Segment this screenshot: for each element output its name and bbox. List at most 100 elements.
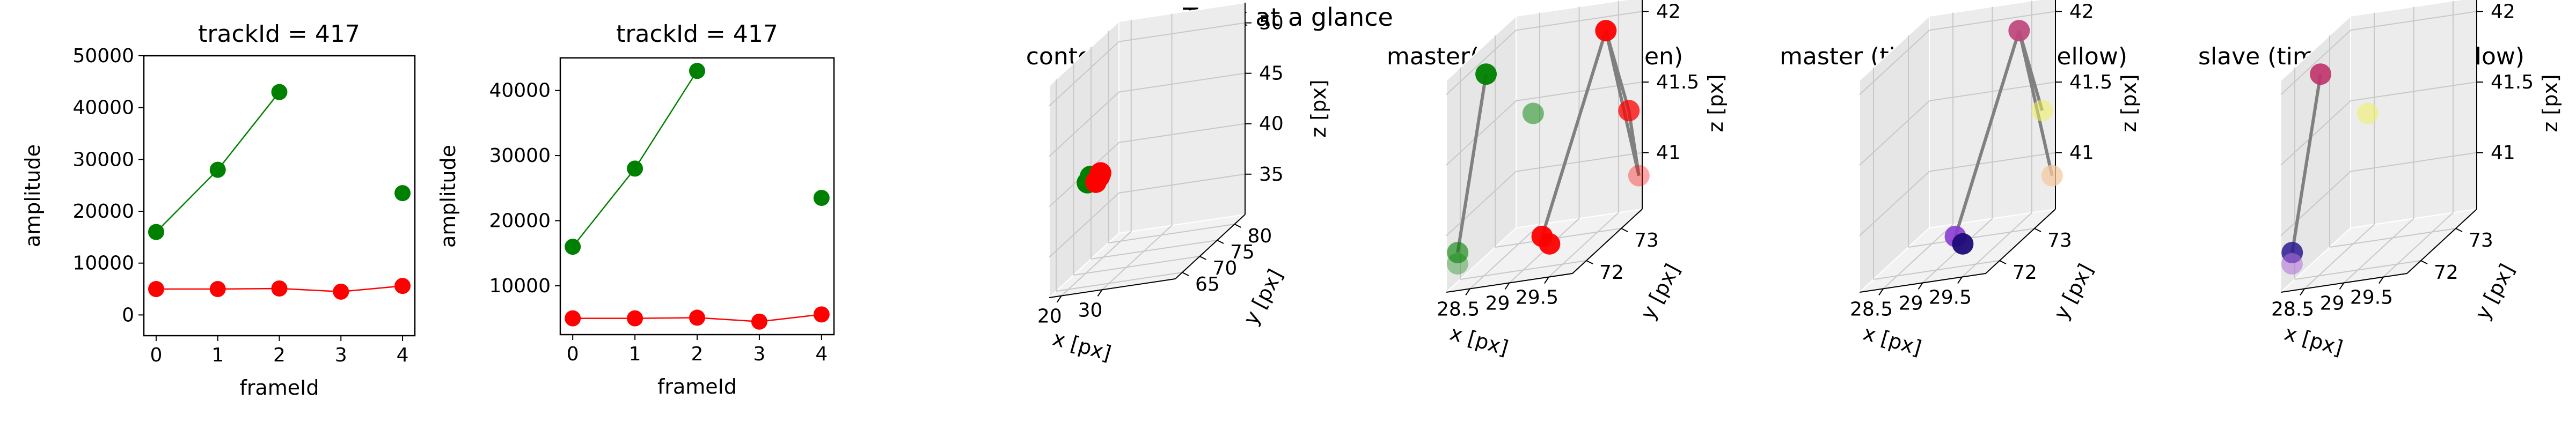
gridline	[1446, 171, 1517, 236]
z-tick-label: 41	[2069, 142, 2094, 164]
gridline	[2280, 29, 2351, 95]
data-point	[2310, 63, 2332, 85]
gridline	[1049, 91, 1119, 157]
x-tick-label: 4	[397, 344, 409, 366]
data-point	[271, 84, 288, 100]
gridlines	[1049, 13, 1246, 297]
x-tick-label: 0	[567, 343, 579, 365]
gridline	[2350, 11, 2477, 31]
gridline	[1859, 100, 1930, 166]
data-point	[1628, 165, 1650, 187]
series-2	[565, 306, 830, 330]
gridline	[1460, 260, 1587, 280]
x-tick-label: 3	[753, 343, 765, 365]
x-tick-label: 29.5	[1929, 287, 1972, 309]
y-tick-label: 40000	[72, 97, 134, 119]
x-tick-label: 4	[815, 343, 828, 365]
gridline	[1873, 260, 2000, 280]
data-point	[751, 313, 767, 330]
x-tick-label: 29	[1485, 293, 1510, 315]
series-1	[565, 63, 830, 255]
y-axis-label: amplitude	[436, 145, 460, 248]
y-tick-label: 30000	[489, 145, 551, 167]
connection-line	[2290, 73, 2322, 253]
x-tick-label: 1	[629, 343, 641, 365]
data-point	[689, 309, 705, 326]
points	[1446, 20, 1650, 275]
x-tick-label: 0	[150, 344, 163, 366]
gridline	[1446, 100, 1517, 166]
data-point	[209, 161, 226, 178]
data-point	[2031, 100, 2053, 122]
gridline	[1929, 152, 2056, 172]
z-axis-label: z [px]	[1307, 79, 1330, 137]
data-point	[1446, 253, 1468, 275]
x-tick-label: 20	[1037, 306, 1062, 328]
data-point	[813, 190, 830, 206]
data-point	[565, 310, 581, 327]
data-point	[1475, 63, 1497, 85]
data-point	[148, 281, 164, 297]
connection-line	[1456, 73, 1488, 253]
gridline	[2350, 82, 2477, 101]
y-tick-mark	[1234, 224, 1241, 228]
panes	[1047, 2, 1247, 299]
series-2	[148, 278, 411, 300]
data-point	[271, 280, 288, 297]
gridline	[2304, 224, 2375, 290]
y-tick-label: 72	[2434, 262, 2458, 284]
gridline	[2280, 100, 2351, 166]
gridline	[1049, 193, 1119, 258]
x-axis-label: frameId	[239, 376, 319, 400]
connection-line	[2017, 30, 2044, 112]
axis-line	[1572, 209, 1643, 274]
x-tick-label: 2	[691, 343, 704, 365]
points	[1077, 162, 1111, 194]
axes: 28.5 29 29.5 72 73 41 41.5 42	[1437, 0, 1699, 320]
axis-line	[1985, 209, 2056, 274]
x-tick-mark	[2300, 288, 2305, 295]
data-point	[394, 185, 411, 202]
data-point	[2008, 20, 2030, 42]
data-point	[1522, 102, 1544, 124]
gridline	[1061, 231, 1132, 297]
x-tick-label: 29.5	[1516, 287, 1558, 309]
x-tick-mark	[1918, 282, 1923, 290]
axis-line	[2406, 209, 2477, 274]
x-tick-mark	[1878, 288, 1884, 295]
gridline	[1118, 123, 1246, 143]
y-tick-label: 65	[1195, 273, 1220, 295]
gridline	[1859, 171, 1930, 236]
x-axis-label: frameId	[657, 375, 737, 398]
z-tick-label: 35	[1259, 164, 1284, 186]
gridline	[1883, 224, 1953, 290]
x-tick-label: 1	[211, 344, 224, 366]
gridline	[1446, 29, 1517, 95]
x-tick-label: 29	[1899, 293, 1923, 315]
data-point	[627, 160, 643, 177]
chart-title: trackId = 417	[616, 20, 778, 48]
x-tick-label: 30	[1078, 299, 1103, 321]
z-axis-label: z [px]	[1704, 74, 1728, 132]
y-tick-label: 72	[2012, 262, 2037, 284]
gridline	[1516, 11, 1643, 31]
gridline	[2294, 260, 2421, 280]
data-point	[627, 310, 643, 327]
data-point	[333, 283, 349, 300]
z-tick-label: 42	[2491, 1, 2515, 23]
y-tick-mark	[1199, 256, 1206, 260]
y-tick-label: 20000	[72, 201, 134, 223]
y-tick-mark	[2420, 260, 2428, 264]
gridline	[1108, 224, 1235, 243]
data-point	[2041, 165, 2063, 187]
gridline	[1548, 212, 1619, 278]
gridline	[1469, 224, 1540, 290]
scatter3d-chart-2: master(red) slave(green)28.52929.5727341…	[1387, 0, 1728, 360]
x-tick-mark	[2339, 282, 2345, 290]
x-tick-label: 29	[2320, 293, 2345, 315]
z-axis-label: z [px]	[2538, 74, 2562, 132]
y-tick-mark	[1182, 272, 1189, 276]
gridline	[1118, 22, 1246, 42]
z-tick-label: 41.5	[2491, 71, 2534, 93]
